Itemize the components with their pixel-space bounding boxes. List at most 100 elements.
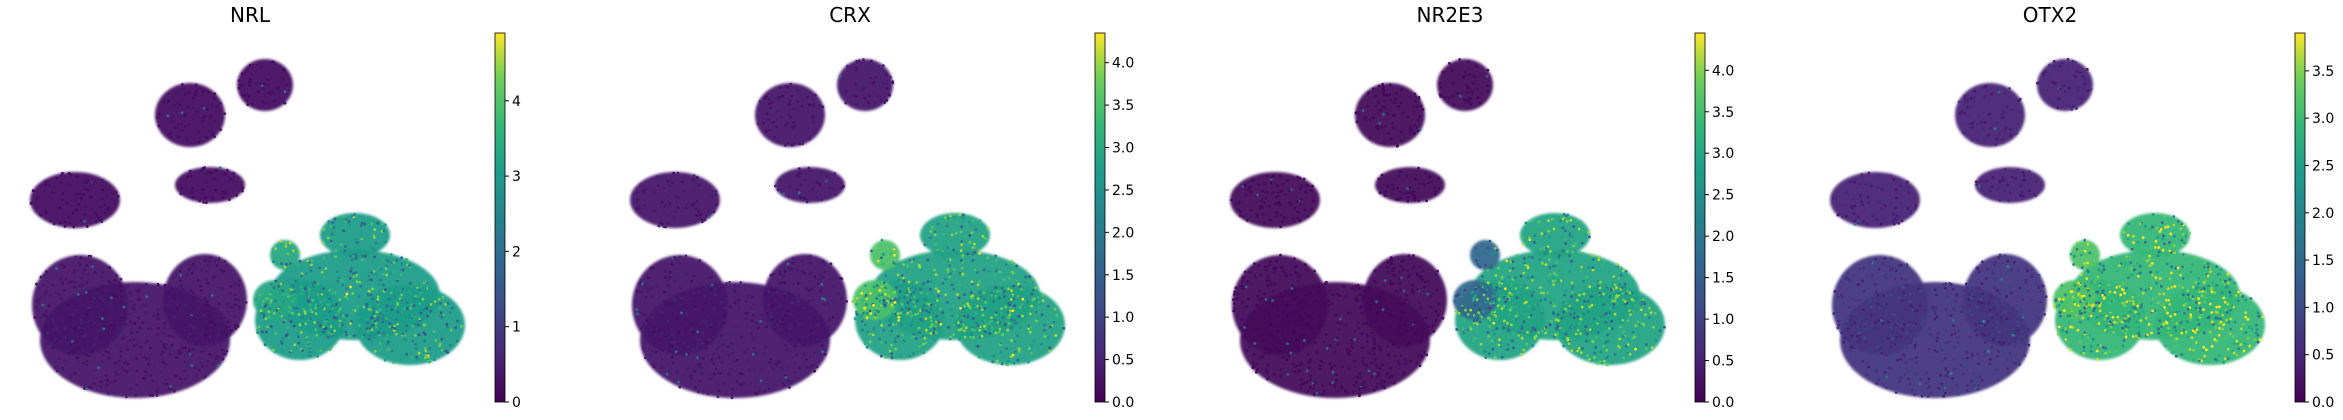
cell-point [268, 307, 272, 311]
cell-point [1612, 305, 1615, 309]
cell-point [45, 331, 48, 334]
cell-point [274, 316, 278, 320]
cell-point [1408, 186, 1412, 189]
cell-point [788, 386, 791, 389]
cell-point [54, 342, 58, 345]
cell-point [97, 366, 100, 370]
cell-point [385, 264, 389, 268]
cell-point [923, 243, 927, 247]
cell-point [1012, 262, 1016, 265]
cell-point [999, 341, 1003, 345]
cell-point [1486, 84, 1489, 88]
cell-point [1504, 349, 1508, 352]
cell-point [977, 307, 981, 310]
cell-point [1380, 126, 1384, 129]
cell-point [1606, 363, 1609, 367]
cell-point [1611, 281, 1614, 284]
cell-point [1619, 273, 1623, 277]
cell-point [215, 264, 219, 267]
cell-point [1009, 298, 1013, 301]
cell-point [899, 311, 902, 315]
cell-point [129, 328, 133, 331]
cell-point [1329, 343, 1332, 347]
cell-point [661, 348, 665, 352]
cell-point [769, 325, 773, 328]
cell-point [641, 345, 645, 349]
cell-point [360, 336, 364, 339]
cell-point [80, 276, 83, 280]
cell-point [180, 122, 183, 126]
cell-point [664, 340, 667, 343]
cell-point [778, 283, 781, 286]
cell-point [1582, 279, 1585, 283]
cell-point [683, 326, 687, 330]
cell-point [1418, 364, 1422, 368]
cell-point [1015, 351, 1019, 355]
cell-point [809, 279, 812, 283]
cell-point [872, 303, 875, 307]
cell-point [912, 352, 915, 355]
cell-point [1282, 355, 1286, 359]
cell-point [286, 83, 290, 87]
cell-point [114, 190, 118, 194]
cell-point [1392, 343, 1395, 346]
cell-point [192, 281, 195, 285]
cell-point [666, 179, 670, 183]
cell-point [1626, 337, 1630, 341]
cell-point [958, 213, 962, 217]
cell-point [292, 324, 296, 328]
cell-point [438, 314, 442, 318]
cell-point [267, 91, 271, 95]
cell-point [1458, 58, 1462, 61]
cell-point [1266, 307, 1270, 311]
cell-point [1649, 311, 1653, 315]
cell-point [1564, 289, 1568, 293]
cell-point [1573, 311, 1576, 315]
cell-point [665, 344, 668, 348]
cell-point [1654, 311, 1657, 315]
cell-point [750, 319, 754, 322]
cell-point [1544, 331, 1548, 335]
cell-point [1382, 284, 1386, 288]
cell-point [1276, 191, 1280, 194]
cell-point [127, 392, 130, 396]
cell-point [1264, 196, 1268, 200]
cell-point [1359, 376, 1363, 379]
cell-point [1578, 322, 1581, 326]
cell-point [97, 329, 101, 333]
cell-point [1017, 350, 1021, 353]
cell-point [1337, 389, 1340, 393]
cell-point [1397, 270, 1401, 273]
cell-point [799, 195, 802, 199]
cell-point [373, 249, 376, 252]
cell-point [279, 239, 283, 243]
cell-point [1270, 176, 1273, 179]
cell-point [1279, 292, 1282, 296]
cell-point [1252, 352, 1256, 356]
cell-point [1308, 366, 1311, 369]
colorbar-tick-label: 2.0 [1712, 229, 1734, 245]
cell-point [181, 337, 185, 341]
cell-point [106, 345, 110, 348]
cell-point [179, 192, 183, 196]
cell-point [1265, 279, 1269, 282]
cell-point [667, 195, 671, 199]
cell-point [373, 317, 377, 321]
cell-point [80, 344, 84, 348]
cell-point [849, 75, 853, 79]
cell-point [449, 328, 453, 332]
cell-point [360, 221, 364, 225]
cell-point [1267, 319, 1271, 322]
cell-point [226, 168, 229, 172]
cell-point [1500, 275, 1504, 279]
cell-point [672, 314, 676, 318]
cell-point [181, 350, 185, 354]
cell-point [352, 275, 355, 279]
cell-point [768, 361, 772, 364]
cell-point [55, 369, 59, 373]
cell-point [909, 287, 913, 291]
cell-point [273, 99, 276, 103]
cell-point [801, 356, 805, 359]
cell-point [1368, 136, 1372, 140]
cell-point [708, 338, 711, 342]
